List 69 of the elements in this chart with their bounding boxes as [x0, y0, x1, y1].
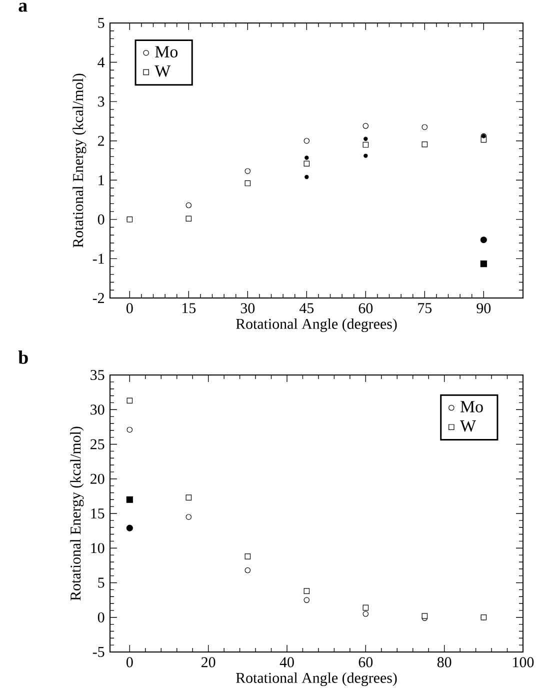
y-tick-label: -1 — [92, 254, 104, 264]
y-tick-label: 3 — [98, 96, 104, 107]
point — [362, 604, 369, 611]
x-tick-label: 40 — [280, 657, 294, 668]
point — [362, 123, 369, 129]
x-tick-label: 15 — [182, 303, 196, 314]
point — [186, 216, 192, 222]
point — [422, 124, 428, 130]
point — [304, 597, 310, 603]
point — [126, 496, 133, 503]
point — [244, 554, 251, 560]
chart-title: b — [18, 350, 28, 364]
x-tick-label: 90 — [476, 303, 491, 314]
point — [480, 614, 487, 620]
y-tick-label: 15 — [91, 508, 104, 518]
y-tick-label: 25 — [90, 439, 104, 450]
x-tick-label: 80 — [437, 657, 452, 668]
point — [304, 160, 310, 167]
legend-label: Mo — [155, 46, 178, 58]
y-tick-label: 20 — [90, 474, 104, 484]
x-tick-label: 75 — [418, 303, 432, 314]
point — [304, 138, 310, 144]
x-tick-label: 30 — [240, 303, 255, 314]
y-tick-label: 0 — [98, 612, 104, 622]
point — [186, 202, 192, 208]
point — [362, 611, 369, 617]
x-tick-label: 0 — [126, 303, 133, 314]
y-tick-label: 0 — [98, 214, 104, 224]
y-tick-label: 10 — [91, 543, 104, 554]
chart-title: a — [18, 2, 28, 12]
point — [362, 142, 369, 148]
x-tick-label: 0 — [126, 657, 133, 668]
point — [126, 426, 133, 433]
point — [304, 588, 310, 594]
y-axis-title: Rotational Energy (kcal/mol) — [72, 74, 86, 248]
x-tick-label: 45 — [299, 303, 314, 314]
legend-label: Mo — [460, 401, 483, 412]
y-tick-label: 5 — [98, 578, 104, 588]
point — [364, 154, 368, 158]
x-axis-title: Rotational Angle (degrees) — [236, 318, 397, 332]
point — [480, 260, 487, 268]
point — [126, 524, 133, 532]
y-tick-label: 5 — [98, 18, 104, 28]
x-tick-label: 60 — [358, 303, 373, 314]
y-tick-label: -2 — [92, 293, 104, 303]
point — [186, 514, 192, 520]
y-tick-label: 1 — [98, 175, 104, 186]
point — [364, 136, 368, 141]
point — [186, 494, 192, 500]
x-tick-label: 20 — [202, 657, 216, 668]
point — [126, 398, 133, 404]
y-tick-label: -5 — [92, 647, 104, 657]
point — [304, 156, 309, 160]
y-tick-label: 30 — [90, 404, 104, 415]
x-tick-label: 60 — [358, 657, 373, 668]
x-tick-label: 100 — [513, 657, 534, 668]
legend-label: W — [460, 420, 476, 432]
legend-label: W — [154, 66, 171, 77]
y-tick-label: 35 — [90, 370, 104, 380]
point — [304, 174, 309, 180]
x-axis-title: Rotational Angle (degrees) — [236, 672, 397, 686]
y-tick-label: 2 — [98, 136, 104, 146]
point — [422, 141, 428, 148]
point — [244, 567, 251, 574]
point — [244, 180, 251, 186]
y-axis-title: Rotational Energy (kcal/mol) — [70, 426, 84, 600]
y-tick-label: 4 — [98, 57, 105, 68]
point — [480, 236, 487, 244]
point — [244, 168, 251, 174]
